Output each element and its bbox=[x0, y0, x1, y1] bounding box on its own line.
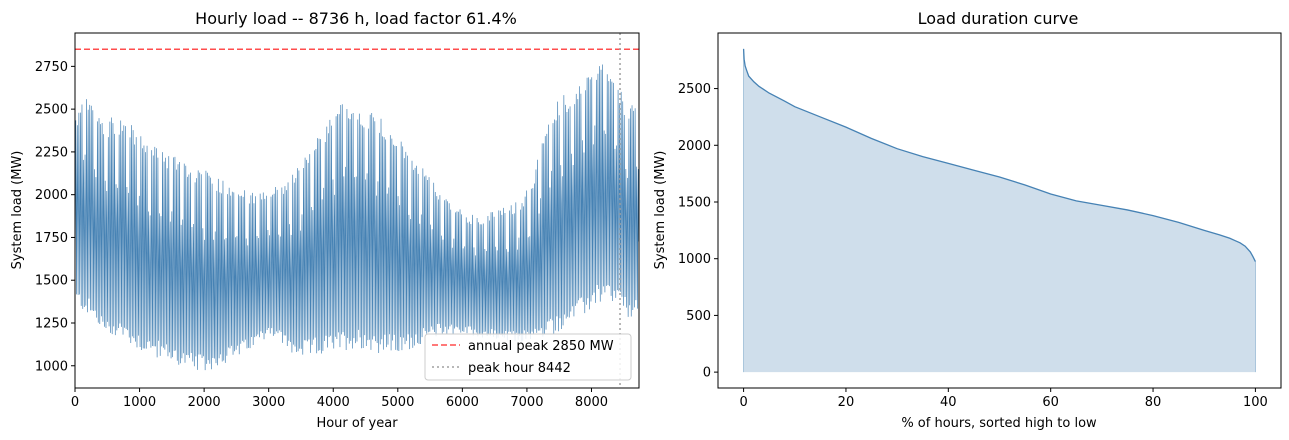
duration-y-ticks: 0 500 1000 1500 2000 2500 bbox=[678, 82, 718, 381]
y-tick-label: 1000 bbox=[35, 359, 68, 374]
hourly-chart-title: Hourly load -- 8736 h, load factor 61.4% bbox=[195, 9, 517, 28]
y-tick-label: 2750 bbox=[35, 60, 68, 75]
duration-area-fill bbox=[743, 48, 1256, 373]
load-duration-chart: Load duration curve 0 20 40 60 80 100 0 500 100… bbox=[653, 9, 1282, 431]
duration-plot-area bbox=[717, 32, 1282, 389]
x-tick-label: 8000 bbox=[575, 395, 608, 410]
y-tick-label: 1000 bbox=[678, 252, 711, 267]
duration-x-axis-label: % of hours, sorted high to low bbox=[901, 416, 1097, 431]
duration-x-ticks: 0 20 40 60 80 100 bbox=[739, 388, 1268, 410]
y-tick-label: 2000 bbox=[678, 139, 711, 154]
hourly-x-ticks: 0 1000 2000 3000 4000 5000 6000 7000 8000 bbox=[71, 388, 608, 410]
y-tick-label: 1250 bbox=[35, 316, 68, 331]
hourly-y-ticks: 1000 1250 1500 1750 2000 2250 2500 2750 bbox=[35, 60, 75, 374]
hourly-axes-frame bbox=[74, 32, 640, 389]
x-tick-label: 0 bbox=[71, 395, 79, 410]
duration-y-axis-label: System load (MW) bbox=[653, 151, 668, 270]
y-tick-label: 2500 bbox=[678, 82, 711, 97]
x-tick-label: 6000 bbox=[446, 395, 479, 410]
duration-chart-title: Load duration curve bbox=[918, 9, 1079, 28]
y-tick-label: 2500 bbox=[35, 103, 68, 118]
hourly-annotations bbox=[75, 33, 639, 388]
duration-series bbox=[742, 48, 1256, 373]
x-tick-label: 100 bbox=[1243, 395, 1268, 410]
hourly-load-chart: Hourly load -- 8736 h, load factor 61.4%… bbox=[10, 9, 640, 431]
x-tick-label: 80 bbox=[1145, 395, 1162, 410]
duration-axes-frame bbox=[717, 32, 1282, 389]
hourly-x-axis-label: Hour of year bbox=[316, 416, 398, 431]
hourly-legend: annual peak 2850 MW peak hour 8442 bbox=[424, 333, 632, 381]
y-tick-label: 1500 bbox=[678, 195, 711, 210]
y-tick-label: 2250 bbox=[35, 145, 68, 160]
x-tick-label: 5000 bbox=[381, 395, 414, 410]
x-tick-label: 20 bbox=[838, 395, 855, 410]
y-tick-label: 0 bbox=[703, 366, 711, 381]
hourly-load-series bbox=[75, 64, 639, 371]
x-tick-label: 40 bbox=[940, 395, 957, 410]
x-tick-label: 2000 bbox=[188, 395, 221, 410]
duration-curve-line bbox=[742, 48, 1256, 262]
y-tick-label: 1750 bbox=[35, 231, 68, 246]
x-tick-label: 7000 bbox=[510, 395, 543, 410]
y-tick-label: 2000 bbox=[35, 188, 68, 203]
x-tick-label: 4000 bbox=[317, 395, 350, 410]
hourly-plot-area bbox=[74, 32, 640, 389]
legend-peak-label: annual peak 2850 MW bbox=[468, 339, 614, 354]
x-tick-label: 1000 bbox=[123, 395, 156, 410]
legend-peak-hour-label: peak hour 8442 bbox=[468, 361, 571, 376]
hourly-load-line bbox=[75, 64, 639, 371]
x-tick-label: 3000 bbox=[252, 395, 285, 410]
x-tick-label: 60 bbox=[1042, 395, 1059, 410]
legend-box bbox=[424, 333, 632, 381]
y-tick-label: 500 bbox=[686, 309, 711, 324]
hourly-y-axis-label: System load (MW) bbox=[10, 151, 25, 270]
y-tick-label: 1500 bbox=[35, 274, 68, 289]
x-tick-label: 0 bbox=[739, 395, 747, 410]
